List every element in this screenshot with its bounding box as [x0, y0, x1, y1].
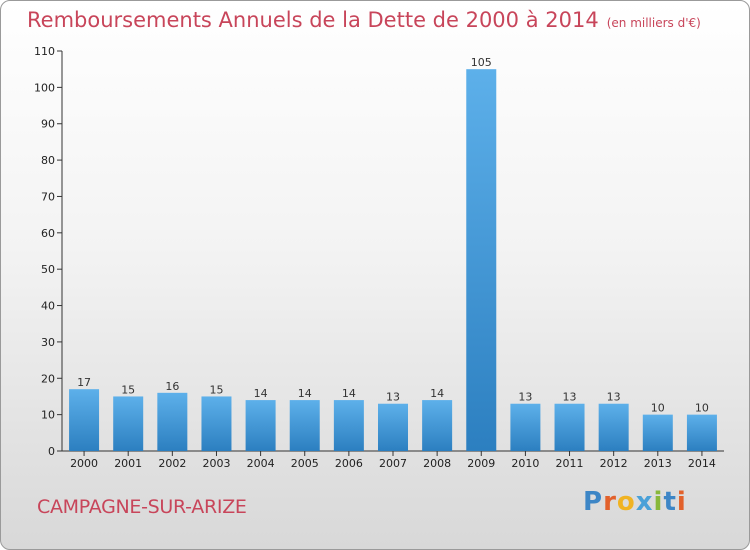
- bar: [157, 392, 188, 451]
- x-tick-label: 2008: [423, 457, 451, 470]
- bar: [113, 396, 144, 451]
- x-tick-label: 2010: [511, 457, 539, 470]
- bar-value-label: 13: [563, 391, 577, 404]
- bar-value-label: 14: [298, 387, 312, 400]
- x-tick-label: 2011: [556, 457, 584, 470]
- x-tick-label: 2001: [114, 457, 142, 470]
- bar: [510, 403, 541, 451]
- bar: [378, 403, 408, 451]
- unit-note: (en milliers d'€): [606, 16, 701, 30]
- bar-value-label: 10: [695, 402, 709, 415]
- bar: [333, 400, 364, 451]
- bar-value-label: 17: [77, 376, 91, 389]
- y-tick-label: 30: [41, 336, 55, 349]
- bar-value-label: 13: [518, 391, 532, 404]
- bar-value-label: 14: [254, 387, 268, 400]
- chart-title: Remboursements Annuels de la Dette de 20…: [27, 8, 701, 32]
- chart-title-text: Remboursements Annuels de la Dette de 20…: [27, 8, 599, 32]
- bar: [289, 400, 320, 451]
- x-tick-label: 2013: [644, 457, 672, 470]
- y-tick-label: 90: [41, 118, 55, 131]
- proxiti-logo: Proxiti: [583, 487, 687, 517]
- x-tick-label: 2014: [688, 457, 716, 470]
- x-tick-label: 2012: [600, 457, 628, 470]
- y-tick-label: 80: [41, 154, 55, 167]
- bar-value-label: 14: [430, 387, 444, 400]
- bar-value-label: 13: [386, 391, 400, 404]
- bar-value-label: 15: [209, 383, 223, 396]
- bar-value-label: 16: [165, 380, 179, 393]
- y-tick-label: 50: [41, 263, 55, 276]
- x-tick-label: 2007: [379, 457, 407, 470]
- y-tick-label: 60: [41, 227, 55, 240]
- bar: [598, 403, 629, 451]
- x-tick-label: 2000: [70, 457, 98, 470]
- bar-value-label: 10: [651, 402, 665, 415]
- bar-value-label: 105: [471, 56, 492, 69]
- bar: [201, 396, 232, 451]
- y-tick-label: 0: [48, 445, 55, 458]
- bar-value-label: 15: [121, 383, 135, 396]
- y-tick-label: 10: [41, 409, 55, 422]
- x-tick-label: 2005: [291, 457, 319, 470]
- x-tick-label: 2006: [335, 457, 363, 470]
- x-tick-label: 2003: [202, 457, 230, 470]
- bar-value-label: 14: [342, 387, 356, 400]
- bar-value-label: 13: [607, 391, 621, 404]
- y-tick-label: 20: [41, 372, 55, 385]
- y-tick-label: 110: [34, 45, 55, 58]
- x-tick-label: 2002: [158, 457, 186, 470]
- x-tick-label: 2004: [247, 457, 275, 470]
- y-tick-label: 70: [41, 190, 55, 203]
- x-tick-label: 2009: [467, 457, 495, 470]
- bar: [422, 400, 453, 451]
- bar: [245, 400, 276, 451]
- bar: [642, 414, 673, 451]
- bar: [686, 414, 717, 451]
- commune-name: CAMPAGNE-SUR-ARIZE: [37, 496, 247, 518]
- bar: [554, 403, 585, 451]
- y-tick-label: 40: [41, 300, 55, 313]
- y-tick-label: 100: [34, 81, 55, 94]
- bar: [466, 69, 497, 451]
- bar: [69, 389, 100, 451]
